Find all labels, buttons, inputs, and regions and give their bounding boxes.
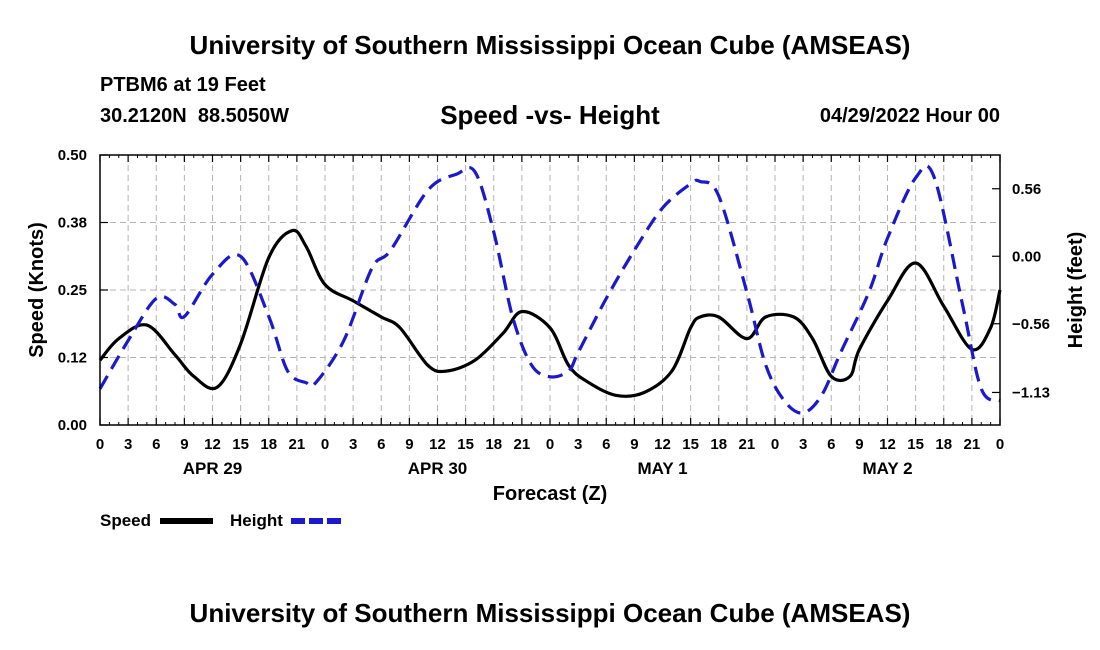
y2-tick-label: −1.13 [1012, 384, 1050, 401]
y-axis-label: Speed (Knots) [26, 222, 48, 358]
x-tick-label: 0 [321, 436, 329, 453]
chart-title: University of Southern Mississippi Ocean… [189, 30, 911, 60]
forecast-date: 04/29/2022 Hour 00 [819, 105, 1000, 127]
grid-lines [100, 155, 1000, 425]
x-tick-label: 6 [602, 436, 610, 453]
footer-title: University of Southern Mississippi Ocean… [189, 598, 911, 628]
day-label: MAY 1 [637, 459, 687, 478]
x-tick-label: 0 [546, 436, 554, 453]
x-tick-label: 15 [907, 436, 924, 453]
chart-subtitle: Speed -vs- Height [440, 100, 660, 130]
x-tick-label: 21 [964, 436, 981, 453]
y-tick-label: 0.50 [58, 147, 87, 164]
x-tick-label: 15 [682, 436, 699, 453]
x-tick-label: 12 [879, 436, 896, 453]
y2-tick-label: 0.56 [1012, 181, 1041, 198]
day-label: APR 29 [183, 459, 243, 478]
legend-height-label: Height [230, 511, 283, 530]
x-tick-label: 21 [739, 436, 756, 453]
x-tick-label: 12 [204, 436, 221, 453]
day-label: MAY 2 [862, 459, 912, 478]
series-lines [98, 164, 1002, 415]
x-tick-label: 6 [377, 436, 385, 453]
station-coordinates: 30.2120N 88.5050W [100, 105, 290, 127]
speed-series-line [98, 228, 1002, 398]
axis-ticks: 0 3 6 9 12 15 18 21 0 3 6 9 12 15 18 21 0 3 6 9 12 15 18 21 0 3 6 9… [58, 147, 1050, 478]
x-tick-label: 15 [232, 436, 249, 453]
x-tick-label: 9 [630, 436, 638, 453]
x-tick-label: 3 [574, 436, 582, 453]
x-axis-label: Forecast (Z) [493, 483, 607, 505]
x-tick-label: 15 [457, 436, 474, 453]
height-series-line [98, 164, 1001, 415]
x-tick-label: 18 [260, 436, 277, 453]
x-tick-label: 18 [485, 436, 502, 453]
x-tick-label: 3 [124, 436, 132, 453]
y2-axis-label: Height (feet) [1065, 232, 1087, 349]
x-tick-label: 18 [710, 436, 727, 453]
x-tick-label: 6 [152, 436, 160, 453]
x-tick-label: 18 [935, 436, 952, 453]
y2-tick-label: 0.00 [1012, 248, 1041, 265]
x-tick-label: 12 [654, 436, 671, 453]
y-tick-label: 0.25 [58, 282, 87, 299]
x-tick-label: 3 [349, 436, 357, 453]
x-tick-label: 21 [514, 436, 531, 453]
day-label: APR 30 [408, 459, 468, 478]
x-tick-label: 0 [996, 436, 1004, 453]
legend-speed-label: Speed [100, 511, 151, 530]
x-tick-label: 0 [96, 436, 104, 453]
y-tick-label: 0.38 [58, 215, 87, 232]
x-tick-label: 9 [855, 436, 863, 453]
y-tick-label: 0.12 [58, 350, 87, 367]
x-tick-label: 12 [429, 436, 446, 453]
x-tick-label: 0 [771, 436, 779, 453]
y-tick-label: 0.00 [58, 417, 87, 434]
x-tick-label: 9 [180, 436, 188, 453]
legend: Speed Height [100, 511, 343, 530]
x-tick-label: 3 [799, 436, 807, 453]
x-tick-label: 6 [827, 436, 835, 453]
x-tick-label: 9 [405, 436, 413, 453]
x-tick-label: 21 [289, 436, 306, 453]
station-name: PTBM6 at 19 Feet [100, 74, 266, 96]
y2-tick-label: −0.56 [1012, 316, 1050, 333]
